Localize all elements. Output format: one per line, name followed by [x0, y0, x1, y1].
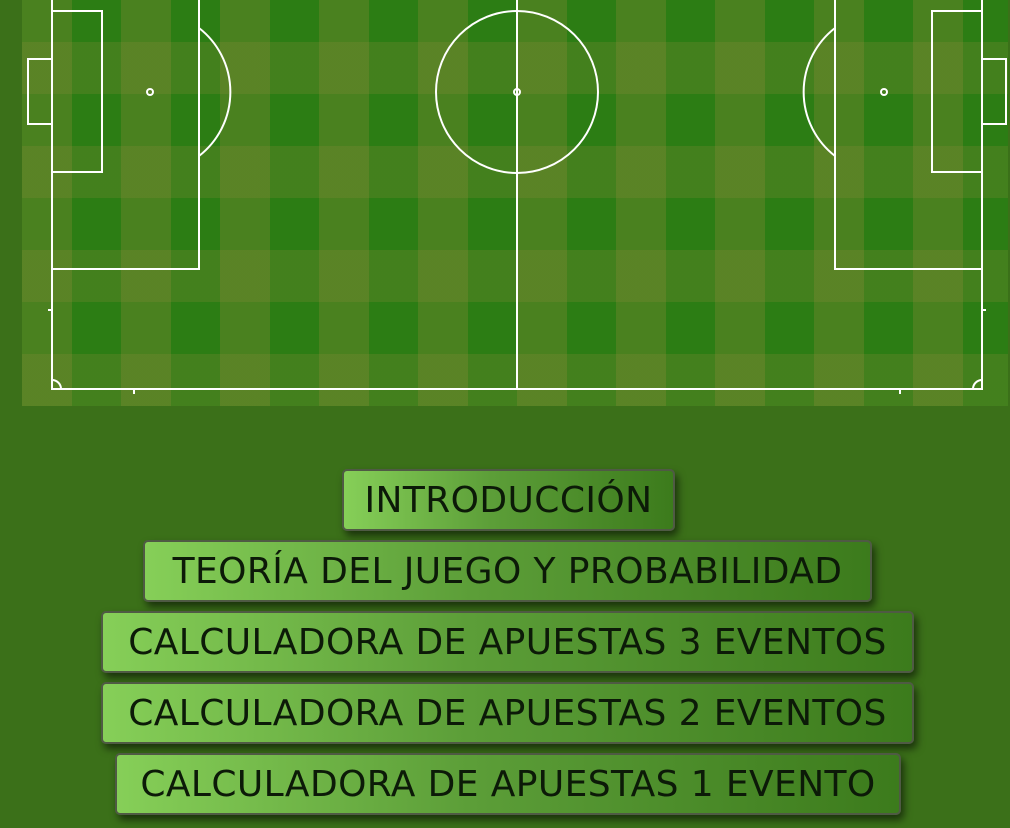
introduccion-button[interactable]: INTRODUCCIÓN	[342, 469, 675, 531]
right-goal	[981, 58, 1007, 125]
football-pitch-image	[22, 0, 1008, 406]
calculadora-1-evento-button[interactable]: CALCULADORA DE APUESTAS 1 EVENTO	[115, 753, 901, 815]
left-penalty-arc	[198, 27, 232, 157]
corner-arc-left	[51, 379, 62, 390]
pitch-lines	[27, 0, 1007, 394]
center-circle	[435, 10, 599, 174]
calculadora-2-eventos-button[interactable]: CALCULADORA DE APUESTAS 2 EVENTOS	[101, 682, 914, 744]
calculadora-3-eventos-button[interactable]: CALCULADORA DE APUESTAS 3 EVENTOS	[101, 611, 914, 673]
teoria-juego-probabilidad-button[interactable]: TEORÍA DEL JUEGO Y PROBABILIDAD	[143, 540, 872, 602]
corner-arc-right	[972, 379, 983, 390]
right-penalty-spot	[880, 88, 888, 96]
left-goal	[27, 58, 53, 125]
center-spot	[513, 88, 521, 96]
right-penalty-arc	[802, 27, 836, 157]
left-penalty-spot	[146, 88, 154, 96]
